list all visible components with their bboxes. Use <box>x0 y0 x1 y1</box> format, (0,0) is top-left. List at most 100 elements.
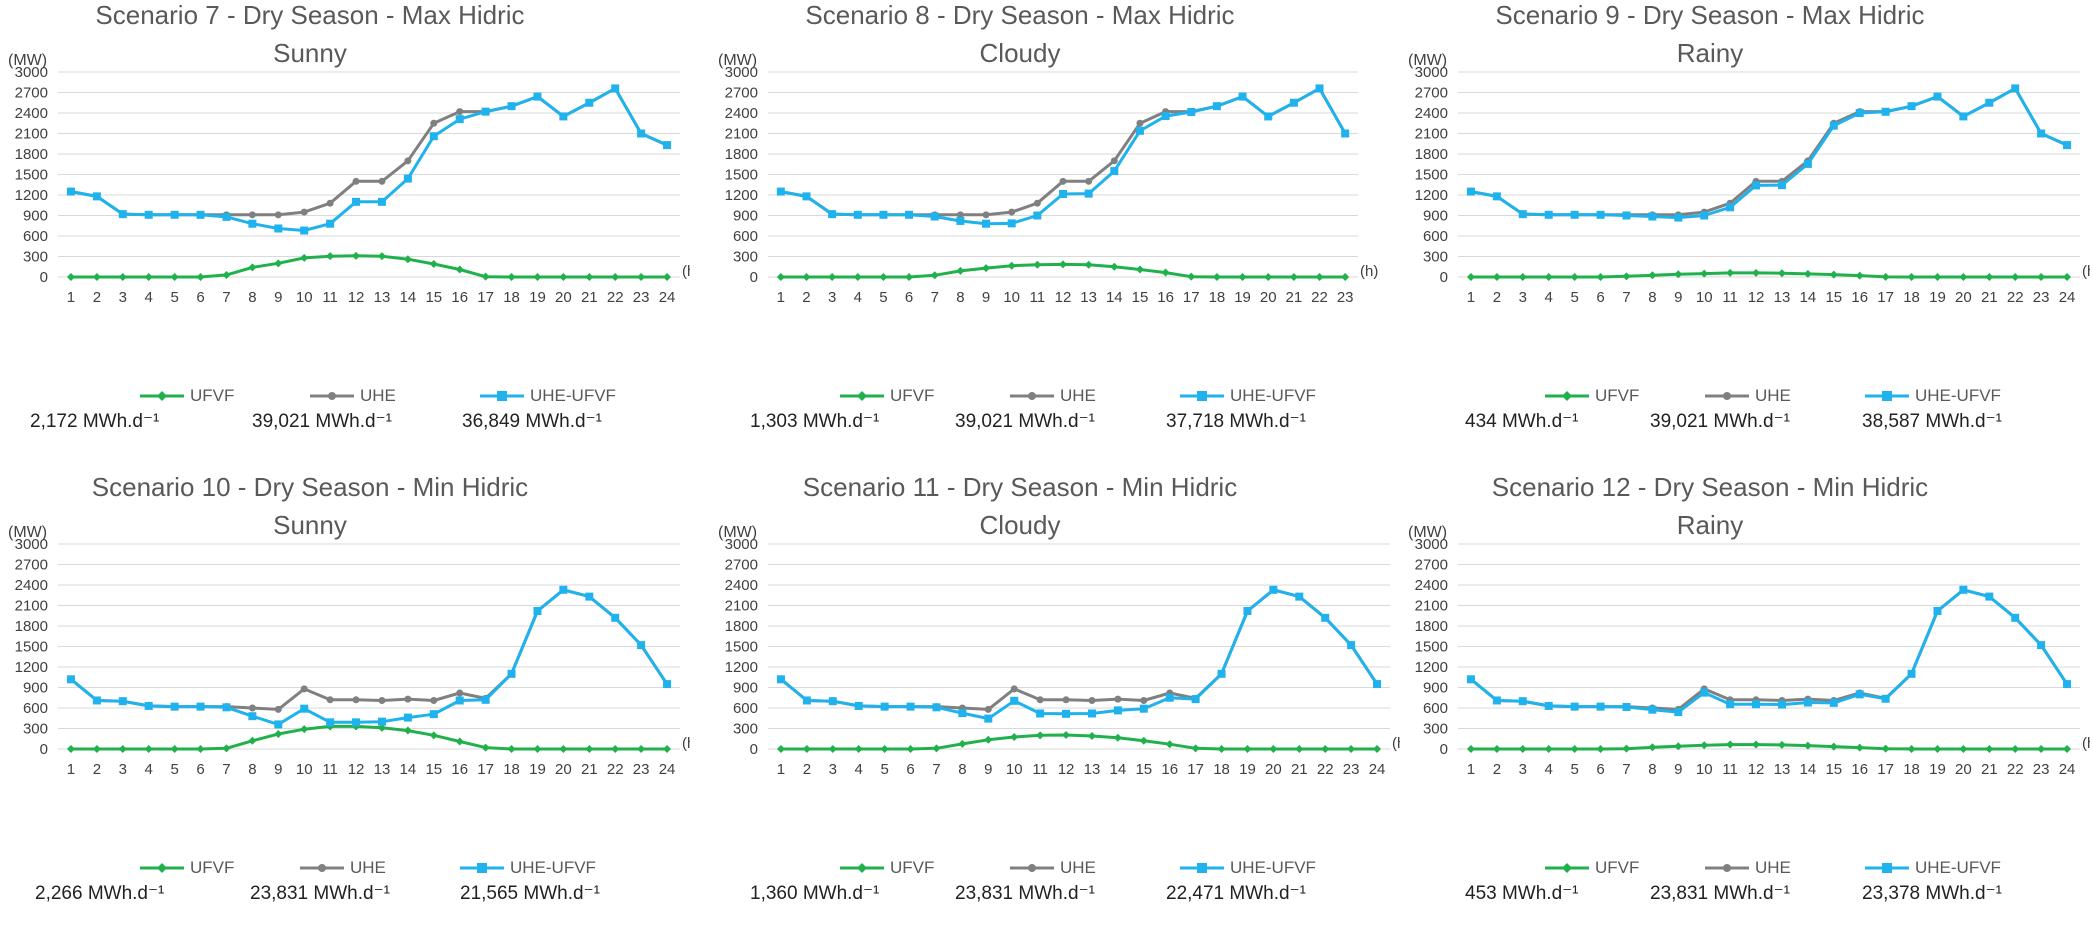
y-tick-label: 0 <box>750 741 758 758</box>
y-tick-label: 1500 <box>725 639 758 656</box>
x-tick-label: 3 <box>1519 761 1527 778</box>
data-point-uhe-ufvf <box>300 226 309 235</box>
x-tick-label: 8 <box>956 289 964 306</box>
energy-ufvf: 2,172 MWh.d⁻¹ <box>30 411 160 432</box>
energy-uhe-ufvf: 22,471 MWh.d⁻¹ <box>1166 883 1306 904</box>
data-point-ufvf <box>879 273 888 281</box>
data-point-ufvf <box>1777 740 1786 749</box>
x-tick-label: 16 <box>1161 761 1178 778</box>
data-point-uhe-ufvf <box>1191 695 1200 704</box>
x-tick-label: 19 <box>529 289 546 306</box>
y-tick-label: 1500 <box>15 639 48 656</box>
x-tick-label: 7 <box>932 761 940 778</box>
y-tick-label: 1500 <box>1415 167 1448 184</box>
x-axis-unit: (h) <box>682 735 690 752</box>
data-point-ufvf <box>1087 732 1096 741</box>
data-point-uhe-ufvf <box>1570 702 1579 711</box>
y-tick-label: 1800 <box>725 618 758 635</box>
data-point-ufvf <box>403 255 412 264</box>
data-point-uhe-ufvf <box>1212 102 1221 111</box>
data-point-uhe-ufvf <box>1059 189 1067 198</box>
y-tick-label: 900 <box>733 680 758 697</box>
chart-subtitle: Cloudy <box>979 510 1061 540</box>
x-tick-label: 14 <box>1800 289 1817 306</box>
data-point-uhe-ufvf <box>1084 189 1093 198</box>
data-point-uhe <box>1136 119 1144 127</box>
x-tick-label: 16 <box>1157 289 1174 306</box>
energy-uhe: 39,021 MWh.d⁻¹ <box>1650 411 1790 432</box>
series-line-ufvf <box>71 254 667 279</box>
data-point-uhe-ufvf <box>1544 210 1553 219</box>
legend-ufvf: UFVF <box>140 858 234 878</box>
data-point-uhe-ufvf <box>144 210 153 219</box>
y-tick-label: 1200 <box>1415 659 1448 676</box>
legend-uhe-label: UHE <box>1755 858 1791 877</box>
data-point-uhe-ufvf <box>1855 109 1864 117</box>
data-point-uhe-ufvf <box>481 107 490 116</box>
data-point-ufvf <box>802 745 811 753</box>
y-tick-label: 3000 <box>1415 64 1448 81</box>
legend-uhe-ufvf: UHE-UFVF <box>460 858 596 878</box>
x-tick-label: 1 <box>1467 761 1475 778</box>
data-point-ufvf <box>1238 273 1247 281</box>
chart-title: Scenario 7 - Dry Season - Max Hidric <box>95 0 525 30</box>
data-point-uhe-ufvf <box>1135 126 1144 135</box>
data-point-uhe-ufvf <box>507 102 516 111</box>
data-point-ufvf <box>1191 744 1200 753</box>
data-point-uhe-ufvf <box>1321 613 1330 622</box>
data-point-uhe-ufvf <box>326 219 335 228</box>
y-tick-label: 0 <box>1440 741 1448 758</box>
data-point-uhe <box>1110 157 1118 165</box>
data-point-uhe-ufvf <box>326 718 335 727</box>
data-point-ufvf <box>1212 273 1221 281</box>
data-point-uhe-ufvf <box>1466 187 1475 196</box>
data-point-uhe-ufvf <box>377 197 386 206</box>
data-point-uhe-ufvf <box>1544 701 1553 710</box>
legend-uhe-ufvf: UHE-UFVF <box>1865 858 2001 878</box>
data-point-uhe-ufvf <box>1959 112 1968 121</box>
x-tick-label: 23 <box>2033 289 2050 306</box>
x-tick-label: 6 <box>906 761 914 778</box>
data-point-ufvf <box>585 273 594 281</box>
y-tick-label: 2100 <box>15 126 48 143</box>
x-tick-label: 20 <box>1955 761 1972 778</box>
chart-panel-scenario-10: Scenario 10 - Dry Season - Min Hidric Su… <box>0 472 690 946</box>
data-point-uhe-ufvf <box>533 606 542 615</box>
data-point-uhe-ufvf <box>637 641 646 650</box>
chart-panel-scenario-12: Scenario 12 - Dry Season - Min Hidric Ra… <box>1400 472 2090 946</box>
x-tick-label: 23 <box>1337 289 1354 306</box>
x-tick-label: 24 <box>659 289 676 306</box>
data-point-uhe <box>1008 208 1016 216</box>
y-tick-label: 900 <box>1423 208 1448 225</box>
x-tick-label: 21 <box>1981 289 1998 306</box>
x-tick-label: 12 <box>348 289 365 306</box>
data-point-uhe-ufvf <box>1726 700 1735 709</box>
x-tick-label: 13 <box>1774 761 1791 778</box>
x-tick-label: 11 <box>322 761 338 778</box>
x-tick-label: 1 <box>777 289 785 306</box>
data-point-ufvf <box>1959 273 1968 281</box>
data-point-uhe <box>326 696 334 704</box>
data-point-uhe-ufvf <box>196 210 205 219</box>
x-tick-label: 9 <box>1674 761 1682 778</box>
legend-ufvf-label: UFVF <box>1595 858 1640 877</box>
x-tick-label: 11 <box>1722 761 1738 778</box>
data-point-ufvf <box>1243 745 1252 753</box>
legend-uhe-label: UHE <box>1755 386 1791 405</box>
x-tick-label: 20 <box>1955 289 1972 306</box>
data-point-ufvf <box>377 252 386 261</box>
legend-ufvf: UFVF <box>1545 386 1639 406</box>
data-point-uhe-ufvf <box>1985 592 1994 601</box>
legend-uhe-label: UHE <box>1060 386 1096 405</box>
data-point-ufvf <box>1059 260 1067 269</box>
series-line-uhe <box>780 588 1379 711</box>
data-point-uhe-ufvf <box>1881 107 1890 116</box>
data-point-uhe <box>456 689 464 697</box>
data-point-ufvf <box>854 745 863 753</box>
x-tick-label: 6 <box>196 761 204 778</box>
legend-ufvf-label: UFVF <box>190 858 235 877</box>
data-point-uhe-ufvf <box>92 696 101 705</box>
data-point-ufvf <box>1217 745 1226 753</box>
data-point-uhe <box>1088 696 1096 704</box>
data-point-ufvf <box>1321 745 1330 753</box>
